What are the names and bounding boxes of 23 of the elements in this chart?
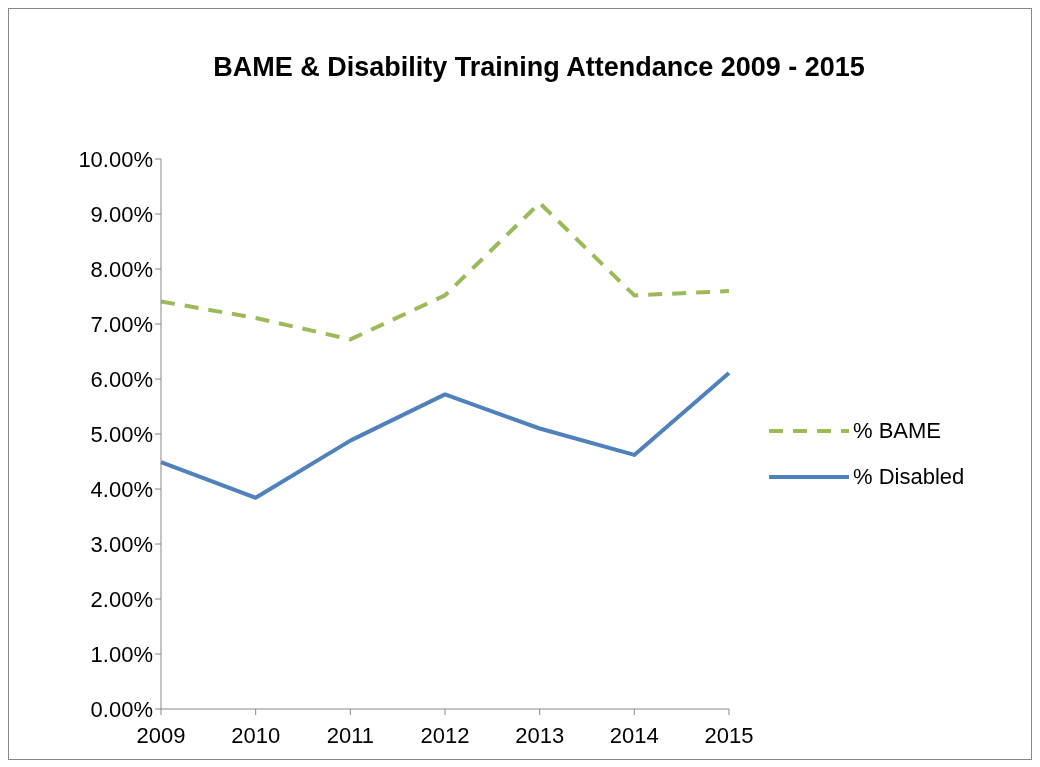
x-tick-label: 2012 bbox=[420, 722, 470, 748]
y-tick-label: 2.00% bbox=[90, 586, 153, 612]
y-tick-label: 9.00% bbox=[90, 201, 153, 227]
chart-title: BAME & Disability Training Attendance 2009 - 2015 bbox=[212, 51, 866, 84]
y-tick-label: 1.00% bbox=[90, 641, 153, 667]
y-tick-label: 0.00% bbox=[90, 696, 153, 722]
x-tick-label: 2009 bbox=[136, 722, 186, 748]
y-tick-label: 7.00% bbox=[90, 311, 153, 337]
y-tick-label: 10.00% bbox=[78, 146, 153, 172]
line-series bbox=[159, 201, 731, 342]
y-tick-label: 3.00% bbox=[90, 531, 153, 557]
x-tick-label: 2011 bbox=[326, 722, 374, 748]
legend-label: % Disabled bbox=[853, 464, 965, 490]
x-tick-label: 2013 bbox=[515, 722, 565, 748]
line-series bbox=[159, 370, 731, 500]
x-tick-label: 2015 bbox=[704, 722, 754, 748]
y-tick-label: 8.00% bbox=[90, 256, 153, 282]
y-tick-label: 4.00% bbox=[90, 476, 153, 502]
y-tick-label: 5.00% bbox=[90, 421, 153, 447]
x-tick-label: 2010 bbox=[231, 722, 281, 748]
legend-label: % BAME bbox=[853, 418, 942, 444]
y-tick-label: 6.00% bbox=[90, 366, 153, 392]
x-tick-label: 2014 bbox=[609, 722, 659, 748]
